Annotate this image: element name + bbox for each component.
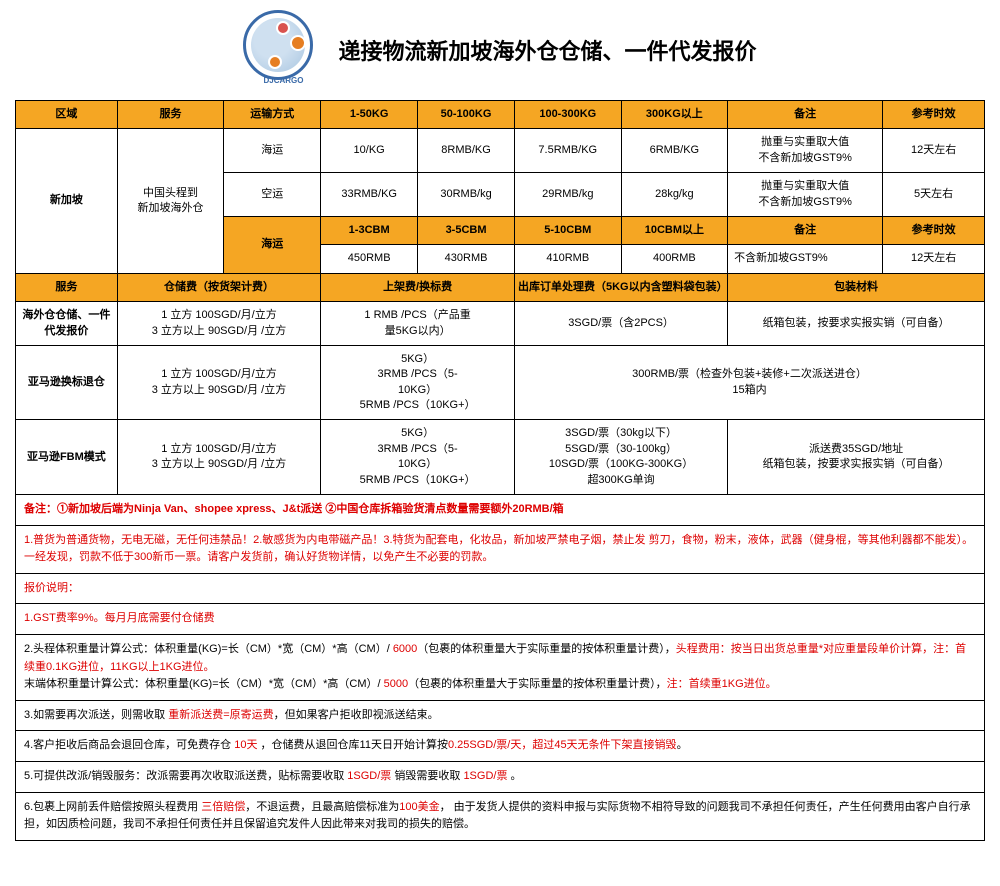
note-3: 1.GST费率9%。每月月底需要付仓储费: [16, 604, 984, 635]
note-text: 末端体积重量计算公式：体积重量(KG)=长（CM）*宽（CM）*高（CM）/: [24, 678, 384, 690]
th2-service: 服务: [16, 273, 118, 301]
th-transport: 运输方式: [224, 101, 321, 129]
th2-outbound: 出库订单处理费（5KG以内含塑料袋包装）: [514, 273, 727, 301]
cell: 不含新加坡GST9%: [728, 245, 883, 273]
th-cbm: 3-5CBM: [418, 216, 515, 244]
cell: 3SGD/票（30kg以下） 5SGD/票（30-100kg） 10SGD/票（…: [514, 420, 727, 495]
cell: 7.5RMB/KG: [514, 129, 621, 173]
th-w1: 1-50KG: [321, 101, 418, 129]
cell-mode: 海运: [224, 129, 321, 173]
note-text: 0.25SGD/票/天，超过45天无条件下架直接销毁: [448, 739, 677, 751]
th-time2: 参考时效: [883, 216, 985, 244]
th-cbm: 10CBM以上: [621, 216, 728, 244]
cell: 300RMB/票（检查外包装+装修+二次派送进仓） 15箱内: [514, 345, 984, 420]
note-8: 6.包裹上网前丢件赔偿按照头程费用 三倍赔偿，不退运费，且最高赔偿标准为100美…: [16, 793, 984, 840]
cell: 5KG） 3RMB /PCS（5- 10KG） 5RMB /PCS（10KG+）: [321, 345, 515, 420]
note-text: 3.如需要再次派送，则需收取: [24, 709, 168, 721]
note-text: 1.普货为普通货物，无电无磁，无任何违禁品！2.敏感货为内电带磁产品！3.特货为…: [24, 534, 973, 564]
cell: 400RMB: [621, 245, 728, 273]
note-4: 2.头程体积重量计算公式：体积重量(KG)=长（CM）*宽（CM）*高（CM）/…: [16, 635, 984, 701]
pricing-table: 区域 服务 运输方式 1-50KG 50-100KG 100-300KG 300…: [15, 100, 985, 495]
note-text: 4.客户拒收后商品会退回仓库，可免费存仓: [24, 739, 234, 751]
note-2: 报价说明：: [16, 574, 984, 605]
note-text: ，不退运费，且最高赔偿标准为: [245, 801, 399, 813]
note-text: 注：首续重1KG进位。: [667, 678, 777, 690]
cell: 410RMB: [514, 245, 621, 273]
cell: 33RMB/KG: [321, 173, 418, 217]
cell: 1 RMB /PCS（产品重 量5KG以内）: [321, 302, 515, 346]
th-service: 服务: [117, 101, 224, 129]
page-title: 递接物流新加坡海外仓仓储、一件代发报价: [338, 34, 756, 66]
s2-service: 亚马逊换标退仓: [16, 345, 118, 420]
cell: 5KG） 3RMB /PCS（5- 10KG） 5RMB /PCS（10KG+）: [321, 420, 515, 495]
note-text: 100美金: [399, 801, 439, 813]
th-cbm: 1-3CBM: [321, 216, 418, 244]
cell-mode-sea2: 海运: [224, 216, 321, 273]
note-text: 5.可提供改派/销毁服务：改派需要再次收取派送费，贴标需要收取: [24, 770, 347, 782]
cell: 8RMB/KG: [418, 129, 515, 173]
note-text: 1.GST费率9%。每月月底需要付仓储费: [24, 612, 215, 624]
note-6: 4.客户拒收后商品会退回仓库，可免费存仓 10天 ，仓储费从退回仓库11天日开始…: [16, 731, 984, 762]
note-text: 6.包裹上网前丢件赔偿按照头程费用: [24, 801, 201, 813]
cell: 6RMB/KG: [621, 129, 728, 173]
note-5: 3.如需要再次派送，则需收取 重新派送费=原寄运费，但如果客户拒收即视派送结束。: [16, 701, 984, 732]
note-text: 1SGD/票: [347, 770, 391, 782]
note-text: 6000: [393, 643, 417, 655]
header: DJCARGO 递接物流新加坡海外仓仓储、一件代发报价: [15, 10, 985, 90]
cell: 450RMB: [321, 245, 418, 273]
note-text: ，但如果客户拒收即视派送结束。: [274, 709, 439, 721]
note-text: 销毁需要收取: [391, 770, 463, 782]
note-text: 三倍赔偿: [201, 801, 245, 813]
th-w4: 300KG以上: [621, 101, 728, 129]
cell: 抛重与实重取大值 不含新加坡GST9%: [728, 173, 883, 217]
cell: 抛重与实重取大值 不含新加坡GST9%: [728, 129, 883, 173]
th-region: 区域: [16, 101, 118, 129]
cell: 29RMB/kg: [514, 173, 621, 217]
cell: 12天左右: [883, 129, 985, 173]
cell-service-head: 中国头程到 新加坡海外仓: [117, 129, 224, 273]
note-text: 重新派送费=原寄运费: [168, 709, 273, 721]
note-text: 5000: [384, 678, 408, 690]
cell-mode: 空运: [224, 173, 321, 217]
th-cbm: 5-10CBM: [514, 216, 621, 244]
th-leadtime: 参考时效: [883, 101, 985, 129]
note-text: 10天: [234, 739, 257, 751]
cell: 1 立方 100SGD/月/立方 3 立方以上 90SGD/月 /立方: [117, 345, 320, 420]
cell: 1 立方 100SGD/月/立方 3 立方以上 90SGD/月 /立方: [117, 420, 320, 495]
th2-storage: 仓储费（按货架计费）: [117, 273, 320, 301]
cell: 1 立方 100SGD/月/立方 3 立方以上 90SGD/月 /立方: [117, 302, 320, 346]
note-1: 1.普货为普通货物，无电无磁，无任何违禁品！2.敏感货为内电带磁产品！3.特货为…: [16, 526, 984, 574]
cell: 派送费35SGD/地址 纸箱包装，按要求实报实销（可自备）: [728, 420, 985, 495]
note-0: 备注：①新加坡后端为Ninja Van、shopee xpress、J&t派送 …: [16, 495, 984, 526]
th2-shelf: 上架费/换标费: [321, 273, 515, 301]
cell: 3SGD/票（含2PCS）: [514, 302, 727, 346]
note-text: 1SGD/票: [463, 770, 507, 782]
note-text: 。: [507, 770, 521, 782]
th-w3: 100-300KG: [514, 101, 621, 129]
cell: 28kg/kg: [621, 173, 728, 217]
note-text: 。: [677, 739, 688, 751]
s2-service: 海外仓仓储、一件代发报价: [16, 302, 118, 346]
s2-service: 亚马逊FBM模式: [16, 420, 118, 495]
note-text: （包裹的体积重量大于实际重量的按体积重量计费），: [417, 643, 676, 655]
note-text: （包裹的体积重量大于实际重量的按体积重量计费），: [408, 678, 667, 690]
cell: 纸箱包装，按要求实报实销（可自备）: [728, 302, 985, 346]
note-text: ，仓储费从退回仓库11天日开始计算按: [257, 739, 447, 751]
cell: 12天左右: [883, 245, 985, 273]
th-w2: 50-100KG: [418, 101, 515, 129]
th-remark: 备注: [728, 101, 883, 129]
note-7: 5.可提供改派/销毁服务：改派需要再次收取派送费，贴标需要收取 1SGD/票 销…: [16, 762, 984, 793]
th2-material: 包装材料: [728, 273, 985, 301]
cell: 430RMB: [418, 245, 515, 273]
cell: 10/KG: [321, 129, 418, 173]
cell: 5天左右: [883, 173, 985, 217]
th-remark2: 备注: [728, 216, 883, 244]
notes-section: 备注：①新加坡后端为Ninja Van、shopee xpress、J&t派送 …: [15, 495, 985, 841]
cell: 30RMB/kg: [418, 173, 515, 217]
logo: DJCARGO: [243, 10, 323, 90]
note-text: 2.头程体积重量计算公式：体积重量(KG)=长（CM）*宽（CM）*高（CM）/: [24, 643, 393, 655]
cell-region: 新加坡: [16, 129, 118, 273]
